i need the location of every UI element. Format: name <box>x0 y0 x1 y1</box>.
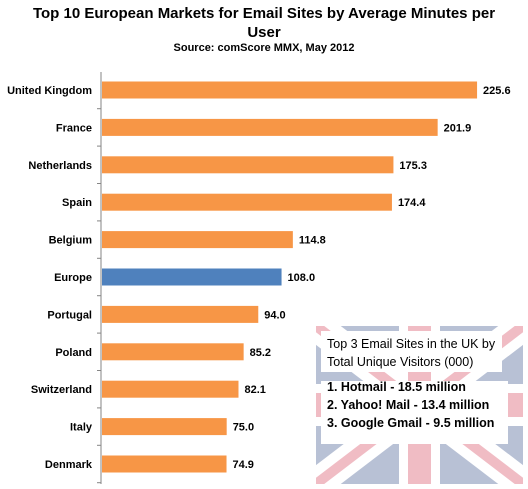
category-label-portugal: Portugal <box>47 309 92 321</box>
chart-title-line-2: User <box>247 24 281 41</box>
category-label-spain: Spain <box>62 197 92 209</box>
bar-united-kingdom <box>102 81 478 99</box>
category-label-netherlands: Netherlands <box>28 160 92 172</box>
callout-item-1: 1. Hotmail - 18.5 million <box>327 380 466 394</box>
bar-europe <box>102 268 282 286</box>
bar-belgium <box>102 231 293 249</box>
uk-callout-text: Top 3 Email Sites in the UK by Total Uni… <box>316 326 523 484</box>
callout-list: 1. Hotmail - 18.5 million 2. Yahoo! Mail… <box>327 378 521 432</box>
bar-spain <box>102 193 392 211</box>
value-label-netherlands: 175.3 <box>399 160 427 172</box>
value-label-italy: 75.0 <box>233 422 254 434</box>
bar-portugal <box>102 305 259 323</box>
bar-france <box>102 118 438 136</box>
bar-poland <box>102 343 244 361</box>
value-label-switzerland: 82.1 <box>244 384 265 396</box>
callout-title: Top 3 Email Sites in the UK by Total Uni… <box>327 337 496 369</box>
callout-item-3: 3. Google Gmail - 9.5 million <box>327 416 495 430</box>
uk-flag-background <box>316 326 523 484</box>
category-label-poland: Poland <box>55 347 92 359</box>
bar-denmark <box>102 455 227 473</box>
value-label-belgium: 114.8 <box>299 235 326 247</box>
chart-title-line-1: Top 10 European Markets for Email Sites … <box>32 5 496 22</box>
category-label-italy: Italy <box>70 422 93 434</box>
bar-italy <box>102 418 227 436</box>
value-label-france: 201.9 <box>444 122 472 134</box>
value-label-portugal: 94.0 <box>264 309 285 321</box>
callout-item-2: 2. Yahoo! Mail - 13.4 million <box>327 398 490 412</box>
value-label-poland: 85.2 <box>250 347 271 359</box>
value-label-denmark: 74.9 <box>233 459 254 471</box>
category-label-united-kingdom: United Kingdom <box>7 85 92 97</box>
chart-subtitle: Source: comScore MMX, May 2012 <box>173 42 355 54</box>
value-label-spain: 174.4 <box>398 197 426 209</box>
value-label-europe: 108.0 <box>288 272 316 284</box>
chart-title: Top 10 European Markets for Email Sites … <box>0 4 528 42</box>
bar-netherlands <box>102 156 394 174</box>
category-label-belgium: Belgium <box>49 235 93 247</box>
category-label-europe: Europe <box>54 272 92 284</box>
uk-callout-box: Top 3 Email Sites in the UK by Total Uni… <box>316 326 523 484</box>
bar-switzerland <box>102 380 239 398</box>
category-label-denmark: Denmark <box>45 459 93 471</box>
category-label-france: France <box>56 122 92 134</box>
category-label-switzerland: Switzerland <box>31 384 92 396</box>
value-label-united-kingdom: 225.6 <box>483 85 511 97</box>
